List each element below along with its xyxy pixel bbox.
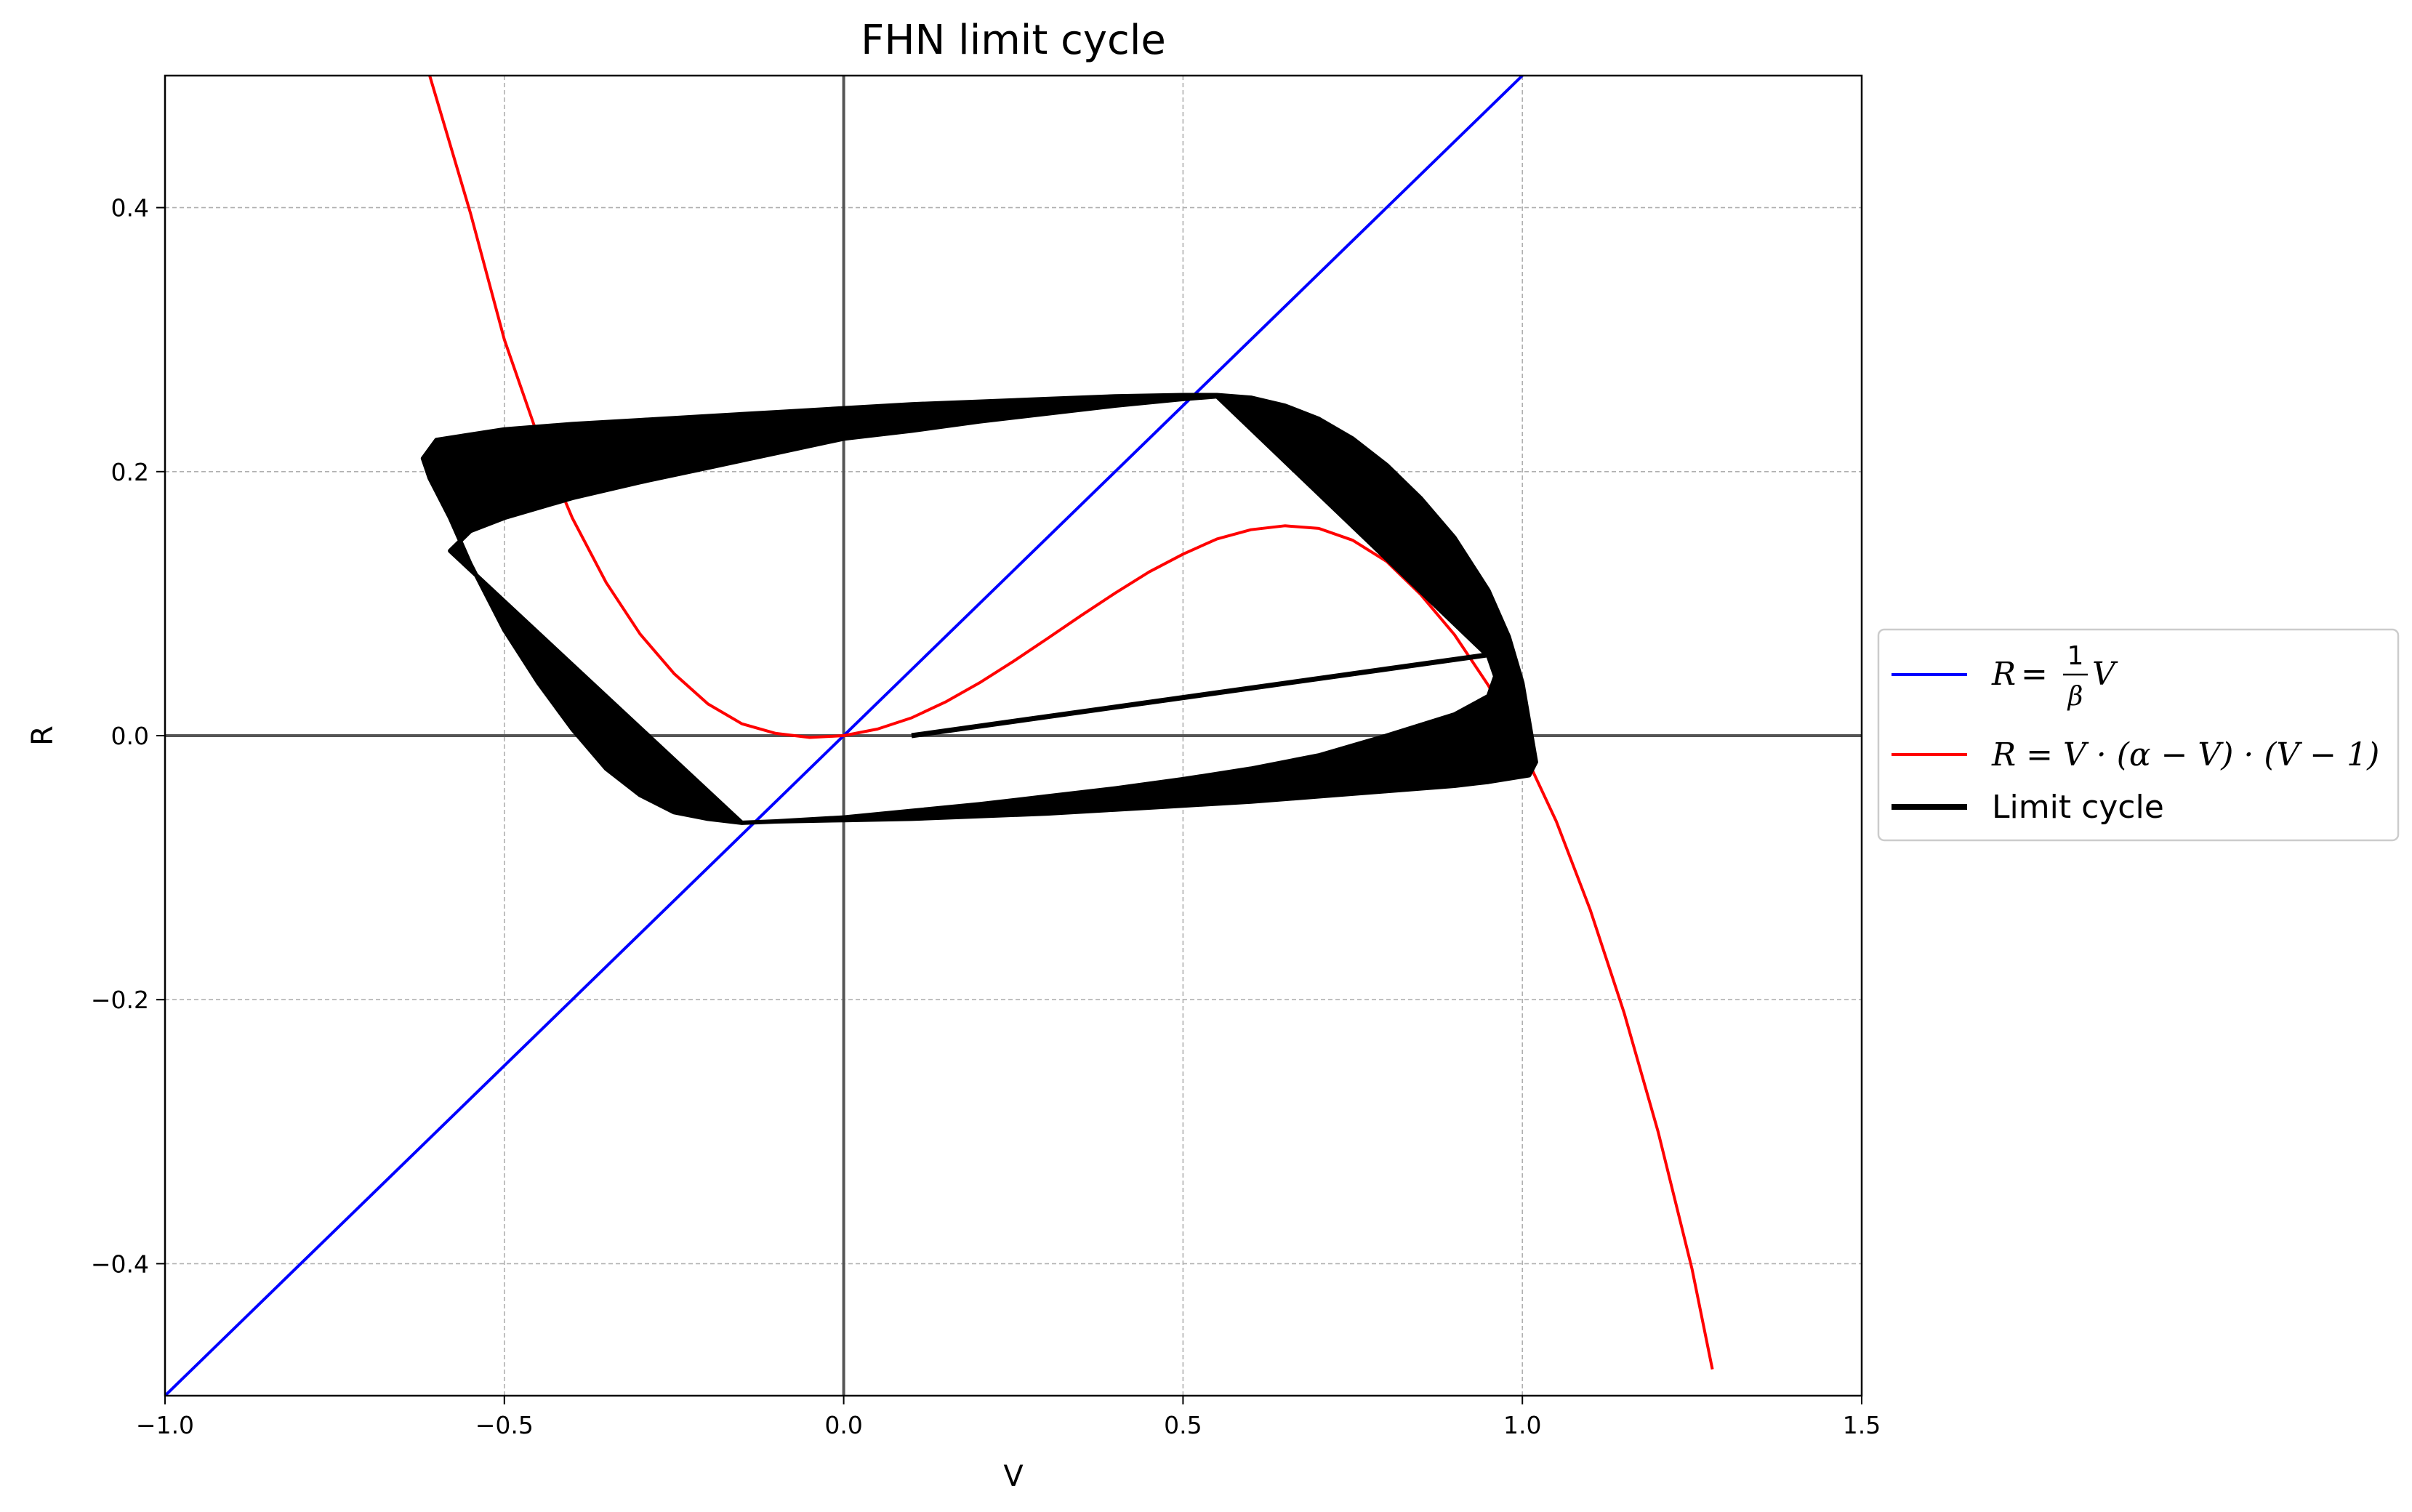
legend-label-equals: = [2011,656,2058,693]
x-tick-label: 1.5 [1843,1411,1881,1439]
axis-ticks: −1.0 −0.5 0.0 0.5 1.0 1.5 −0.4 −0.2 0.0 0.2 0.4 [91,194,1881,1439]
y-tick-label: 0.0 [111,722,149,750]
y-tick-label: −0.4 [91,1250,149,1278]
legend-label-nullcline-cubic: R = V · (α − V) · (V − 1) [1991,736,2379,773]
x-tick-label: −1.0 [136,1411,194,1439]
legend-label-v: V [2092,656,2118,693]
y-tick-label: −0.2 [91,986,149,1014]
series-limit-cycle-band [420,393,1538,825]
series-limit-cycle-transient [911,651,1496,739]
legend-label-fraction-denominator: β [2067,682,2083,712]
legend-label-r: R [1991,656,2016,693]
x-tick-label: 0.0 [824,1411,862,1439]
legend-label-limit-cycle: Limit cycle [1992,789,2164,826]
legend-box [1877,628,2400,842]
x-tick-label: 1.0 [1503,1411,1541,1439]
legend-label-nullcline-linear: R = 1 β V [1991,641,2118,712]
x-tick-label: 0.5 [1164,1411,1202,1439]
legend-label-fraction-numerator: 1 [2067,641,2084,671]
y-axis-label: R [26,725,60,746]
chart-title: FHN limit cycle [861,17,1166,64]
y-tick-label: 0.4 [111,194,149,222]
x-axis-label: V [1003,1460,1024,1493]
y-tick-label: 0.2 [111,458,149,486]
x-tick-label: −0.5 [475,1411,534,1439]
series-layer [165,76,1714,1396]
legend: R = 1 β V R = V · (α − V) · (V − 1) Limi… [1877,628,2400,842]
